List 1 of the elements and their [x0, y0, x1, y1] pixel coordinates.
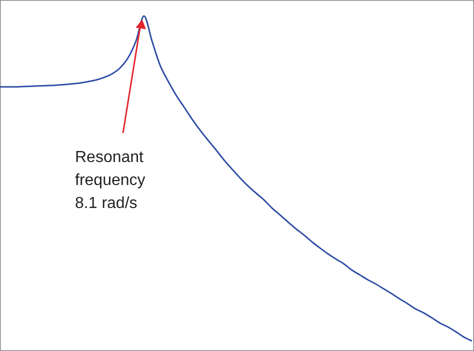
annotation: Resonant frequency 8.1 rad/s [75, 149, 146, 212]
